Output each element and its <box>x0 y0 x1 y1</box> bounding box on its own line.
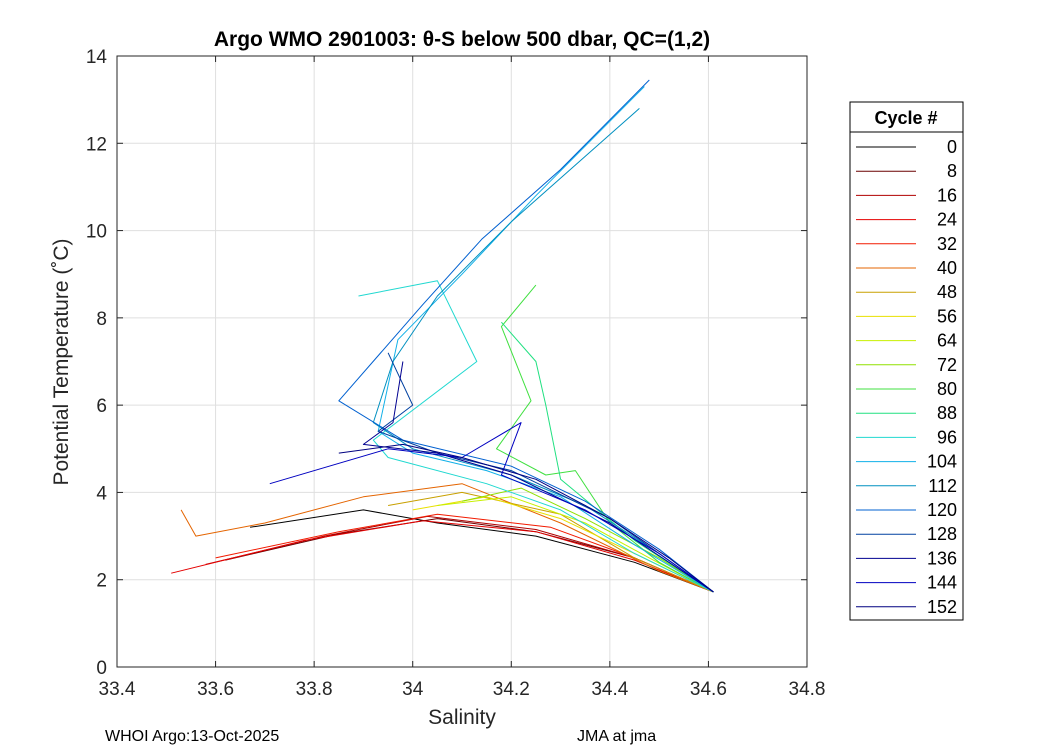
series-line-cycle-72 <box>461 487 714 593</box>
series-line-cycle-96 <box>358 280 714 593</box>
legend-label-8: 8 <box>947 161 957 181</box>
legend-label-120: 120 <box>927 500 957 520</box>
legend-label-112: 112 <box>928 476 957 496</box>
series-line-cycle-104 <box>377 86 714 593</box>
y-tick-label: 12 <box>86 134 107 155</box>
legend-label-0: 0 <box>947 137 957 157</box>
x-axis-label: Salinity <box>428 706 496 729</box>
legend-label-40: 40 <box>937 258 957 278</box>
series-line-cycle-0 <box>250 509 714 593</box>
footer-left: WHOI Argo:13-Oct-2025 <box>105 728 279 745</box>
plot-background <box>117 56 807 667</box>
legend-box <box>849 101 964 621</box>
legend-label-32: 32 <box>937 234 957 254</box>
y-tick-label: 14 <box>86 47 108 68</box>
legend-label-72: 72 <box>937 355 957 375</box>
y-tick-label: 4 <box>96 483 107 504</box>
x-tick-label: 34.2 <box>493 679 530 700</box>
x-tick-label: 33.6 <box>197 679 234 700</box>
y-tick-label: 2 <box>96 571 107 592</box>
x-ticks: 33.4 33.6 33.8 34 34.2 34.4 34.6 34.8 <box>99 56 826 700</box>
series-line-cycle-120 <box>338 79 714 593</box>
y-tick-label: 0 <box>96 658 107 679</box>
legend-title: Cycle # <box>874 108 937 128</box>
legend-entries: 0 8 16 24 32 40 48 56 64 72 80 88 96 104 112 120 128 136 1… <box>856 137 957 617</box>
series-layer <box>171 79 714 593</box>
y-tick-label: 8 <box>96 309 107 330</box>
plot-area: 33.4 33.6 33.8 34 34.2 34.4 34.6 34.8 0 2 4 6 8 10 12… <box>86 47 826 700</box>
y-tick-label: 6 <box>96 396 107 417</box>
x-tick-label: 33.4 <box>99 679 136 700</box>
chart-title: Argo WMO 2901003: θ-S below 500 dbar, QC… <box>214 28 710 51</box>
x-tick-label: 34 <box>402 679 424 700</box>
legend-label-152: 152 <box>927 597 957 617</box>
legend-label-64: 64 <box>937 331 957 351</box>
legend-label-80: 80 <box>937 379 957 399</box>
series-line-cycle-136 <box>362 361 714 593</box>
legend-label-128: 128 <box>927 524 957 544</box>
legend-label-16: 16 <box>937 185 957 205</box>
series-line-cycle-88 <box>501 321 714 593</box>
x-tick-label: 34.8 <box>789 679 826 700</box>
y-axis-label: Potential Temperature (˚C) <box>50 238 73 485</box>
legend-label-56: 56 <box>937 306 957 326</box>
legend-label-144: 144 <box>927 573 957 593</box>
series-line-cycle-40 <box>180 483 714 593</box>
plot-frame <box>116 55 808 668</box>
legend-label-96: 96 <box>937 427 957 447</box>
legend: Cycle # 0 8 16 24 32 40 48 56 64 72 80 88 96 104 112 12… <box>849 101 964 621</box>
y-ticks: 0 2 4 6 8 10 12 14 <box>86 47 807 679</box>
legend-label-104: 104 <box>927 452 957 472</box>
x-tick-label: 33.8 <box>296 679 333 700</box>
series-line-cycle-112 <box>372 108 714 593</box>
legend-label-88: 88 <box>937 403 957 423</box>
legend-label-136: 136 <box>927 548 957 568</box>
legend-label-24: 24 <box>937 210 957 230</box>
y-tick-label: 10 <box>86 222 107 243</box>
series-line-cycle-64 <box>437 496 714 593</box>
x-tick-label: 34.6 <box>690 679 727 700</box>
footer-right: JMA at jma <box>577 728 656 745</box>
series-line-cycle-144 <box>269 422 714 593</box>
x-tick-label: 34.4 <box>591 679 628 700</box>
legend-label-48: 48 <box>937 282 957 302</box>
series-line-cycle-152 <box>338 443 714 593</box>
